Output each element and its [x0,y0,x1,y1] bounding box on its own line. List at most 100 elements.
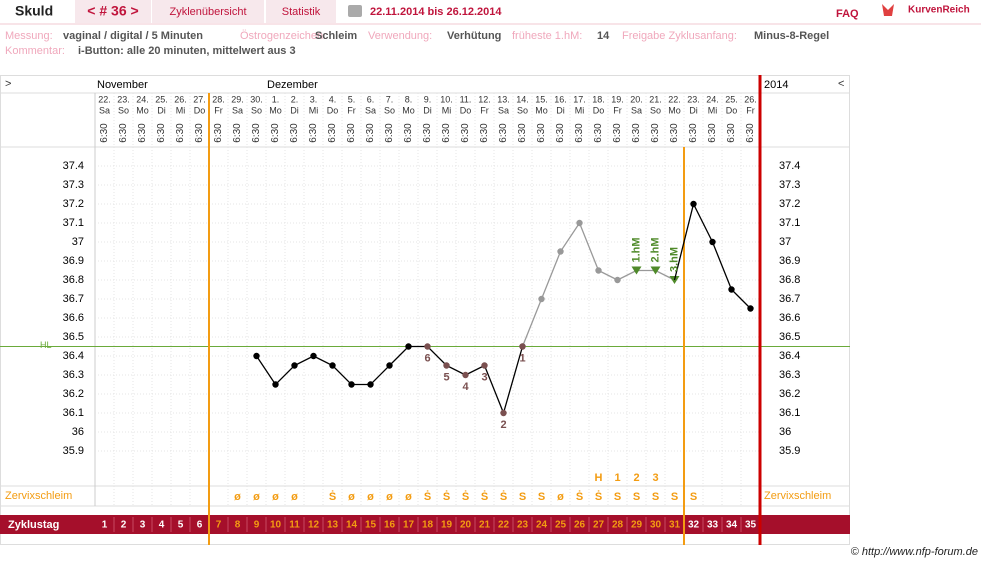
cycle-day: 33 [707,520,719,531]
y-tick-label: 37.4 [63,160,84,172]
nav-arrow[interactable]: > [5,78,11,90]
mucus-symbol: ø [291,491,298,503]
day-label: 1. [272,94,280,104]
y-tick-label: 36.5 [779,331,800,343]
nav-bg [75,0,151,23]
nav-arrow[interactable]: < [838,78,844,90]
day-label: 26. [174,94,187,104]
temperature-point [709,238,716,246]
cycle-day: 16 [384,520,396,531]
cycle-nav[interactable]: < # 36 > [87,3,138,19]
day-label: 23. [117,94,130,104]
weekday-label: Di [689,105,698,115]
temperature-point [443,362,450,369]
mucus-symbol: ø [272,491,279,503]
print-icon[interactable] [348,5,362,17]
y-tick-label: 36.3 [63,369,84,381]
mucus-symbol: ø [348,491,355,503]
mucus-symbol: Ṡ [424,490,431,503]
faq-link[interactable]: FAQ [836,8,859,20]
weekday-label: Mo [402,105,415,115]
cycle-day: 30 [650,520,662,531]
info-label: Messung: [5,30,53,42]
day-label: 22. [98,94,111,104]
info-label: Freigabe Zyklusanfang: [622,30,737,42]
month-label: November [97,79,148,91]
day-label: 23. [687,94,700,104]
day-label: 6. [367,94,375,104]
weekday-label: So [118,105,129,115]
time-label: 6:30 [726,123,737,143]
mucus-symbol: ø [367,491,374,503]
mucus-symbol: ø [234,491,241,503]
temperature-point [348,381,355,388]
temperature-point [728,286,735,293]
weekday-label: Do [460,105,472,115]
cycle-day: 32 [688,520,700,531]
cycle-bar [0,515,850,534]
day-label: 22. [668,94,681,104]
tab[interactable]: Statistik [282,6,321,18]
time-label: 6:30 [688,123,699,143]
info-value: 14 [597,30,610,42]
day-label: 16. [554,94,567,104]
cycle-day: 28 [612,520,624,531]
y-tick-label: 37 [72,236,84,248]
temperature-point [747,305,754,312]
cycle-day: 2 [121,520,127,531]
cycle-day: 6 [197,520,203,531]
day-label: 3. [310,94,318,104]
y-tick-label: 36.1 [779,407,800,419]
y-tick-label: 37.1 [779,217,800,229]
info-value: Schleim [315,30,357,42]
cycle-day: 17 [403,520,415,531]
day-label: 25. [725,94,738,104]
day-label: 24. [136,94,149,104]
time-label: 6:30 [175,123,186,143]
time-label: 6:30 [137,123,148,143]
tab[interactable]: Zyklenübersicht [169,6,246,18]
month-label: Dezember [267,79,318,91]
info-label: Verwendung: [368,30,432,42]
cycle-day: 8 [235,520,241,531]
day-label: 4. [329,94,337,104]
time-label: 6:30 [422,123,433,143]
mucus-symbol: S [633,491,640,503]
peak-label: H [595,472,603,484]
day-label: 17. [573,94,586,104]
cycle-day: 7 [216,520,222,531]
mucus-symbol: S [690,491,697,503]
temperature-point [538,295,545,303]
temperature-line [255,202,751,416]
mucus-symbol: ø [386,491,393,503]
mucus-symbol: ø [253,491,260,503]
weekday-label: Mi [176,105,186,115]
low-label: 6 [424,352,430,364]
weekday-label: Di [157,105,166,115]
mucus-symbol: ø [405,491,412,503]
day-label: 28. [212,94,225,104]
day-label: 18. [592,94,605,104]
y-tick-label: 36.7 [63,293,84,305]
y-tick-label: 36.2 [63,388,84,400]
cycle-day: 26 [574,520,586,531]
temperature-point [405,343,412,350]
weekday-label: Mi [708,105,718,115]
y-tick-label: 36 [779,426,791,438]
peak-label: 2 [633,472,639,484]
tab-bg [152,0,264,23]
time-label: 6:30 [707,123,718,143]
temperature-point [386,362,393,369]
temperature-point [557,248,564,255]
cycle-day: 1 [102,520,108,531]
brand[interactable]: KurvenReich [908,5,970,16]
weekday-label: Mi [309,105,319,115]
mucus-symbol: S [538,491,545,503]
temperature-point [291,362,298,369]
time-label: 6:30 [536,123,547,143]
temperature-point [310,352,317,360]
day-label: 24. [706,94,719,104]
tab-bg [266,0,336,23]
low-label: 2 [500,419,506,431]
mucus-symbol: Ṡ [500,490,507,503]
